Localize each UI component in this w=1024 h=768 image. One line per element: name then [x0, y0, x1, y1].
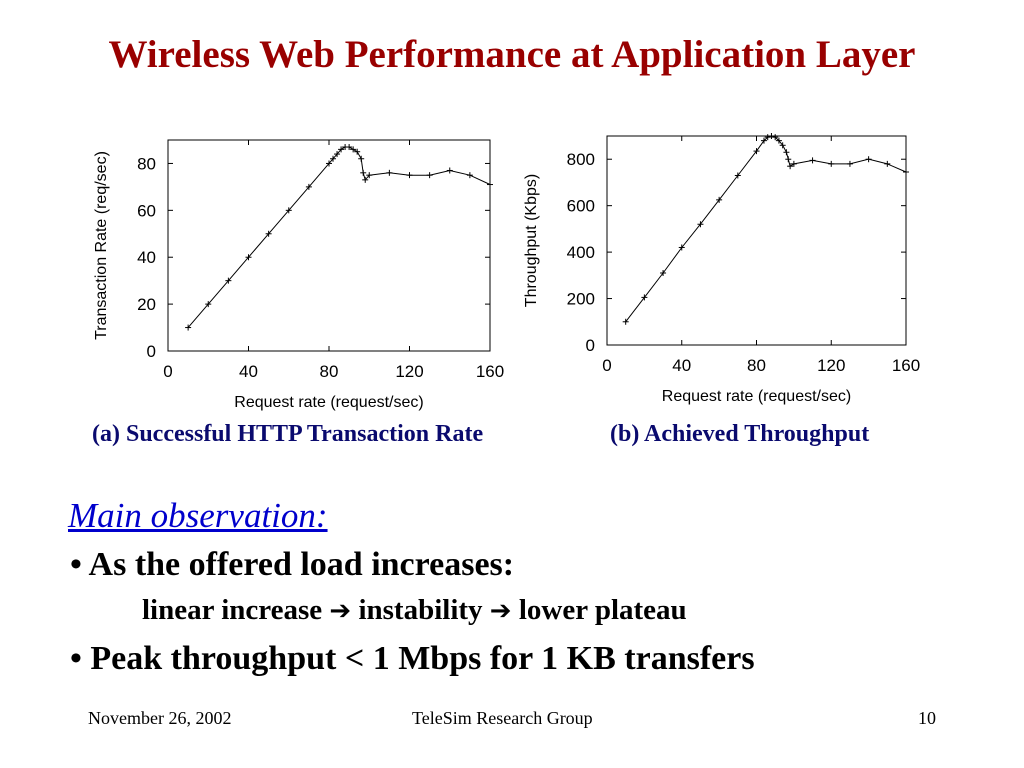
chart-b-y-tick-label: 200 — [567, 290, 595, 309]
footer-group: TeleSim Research Group — [412, 708, 593, 728]
chart-a-data-point — [326, 160, 332, 167]
chart-b-data-point — [641, 294, 648, 301]
chart-b-y-tick-label: 800 — [567, 150, 595, 169]
chart-b-data-point — [783, 149, 790, 156]
chart-b-data-point — [846, 160, 853, 167]
chart-a-y-tick-label: 80 — [137, 154, 156, 173]
arrow-right-icon: ➔ — [489, 596, 512, 626]
chart-b-data-point — [779, 142, 786, 149]
chart-b-plot-frame — [606, 135, 907, 346]
chart-a-data-point — [354, 148, 361, 155]
chart-a-plot-frame — [167, 139, 491, 352]
chart-a-data-point — [285, 207, 292, 214]
chart-a-data-point — [446, 167, 453, 174]
bullet-2-text: Peak throughput < 1 Mbps for 1 KB transf… — [90, 640, 755, 677]
chart-throughput: 0 40 80 120 160 0 200 400 600 800 Request rate (re… — [520, 118, 930, 418]
chart-a-data-point — [346, 144, 353, 151]
chart-b-data-point — [865, 156, 872, 163]
chart-a-data-point — [338, 146, 345, 153]
chart-b-data-point — [828, 160, 835, 167]
chart-a-data-point — [466, 172, 473, 179]
chart-b-caption: (b) Achieved Throughput — [610, 421, 870, 447]
chart-a-data-point — [265, 230, 272, 237]
chart-a-data-point — [245, 254, 252, 261]
chart-a-y-tick-label: 20 — [137, 295, 156, 314]
chart-b-y-axis-label: Throughput (Kbps) — [523, 174, 540, 307]
chart-b-data-point — [734, 172, 741, 179]
chart-b-data-point — [697, 221, 704, 228]
chart-b-data-point — [622, 318, 629, 325]
chart-a-data-point — [185, 324, 192, 331]
chart-a-data-point — [487, 181, 493, 188]
bullet-2: • Peak throughput < 1 Mbps for 1 KB tran… — [70, 640, 755, 678]
bullet-1-text: As the offered load increases: — [88, 546, 515, 583]
chart-b-data-point — [716, 196, 723, 203]
bullet-1: • As the offered load increases: — [70, 546, 514, 584]
chart-b-data-point — [787, 163, 794, 170]
slide-title: Wireless Web Performance at Application … — [108, 33, 916, 76]
chart-b-data-point — [768, 133, 775, 139]
chart-a-data-point — [426, 172, 433, 179]
chart-a-data-point — [334, 151, 341, 158]
chart-b-x-axis-label: Request rate (request/sec) — [662, 388, 851, 405]
chart-a-y-tick-label: 60 — [137, 201, 156, 220]
chart-b-data-point — [809, 157, 816, 164]
chart-b-data-point — [772, 134, 779, 141]
chart-b-y-tick-label: 400 — [567, 243, 595, 262]
chart-a-data-point — [225, 277, 232, 284]
chart-a-data-point — [406, 172, 413, 179]
chart-a-data-point — [205, 301, 212, 308]
stage-linear-increase: linear increase — [142, 594, 323, 626]
chart-a-data-point — [305, 183, 312, 190]
chart-b-series-line — [625, 135, 907, 323]
chart-a-x-axis-label: Request rate (request/sec) — [234, 394, 423, 411]
bullet-marker: • — [70, 546, 82, 583]
chart-b-data-point — [678, 244, 685, 251]
footer-page-number: 10 — [918, 708, 936, 728]
chart-a-data-point — [362, 176, 369, 183]
chart-a-x-tick-label: 80 — [320, 362, 339, 381]
chart-a-x-tick-label: 160 — [476, 362, 504, 381]
chart-a-data-point — [350, 146, 357, 153]
chart-transaction-rate: 0 40 80 120 160 0 20 40 60 80 Request rate (reques… — [88, 118, 508, 418]
chart-a-x-tick-label: 120 — [395, 362, 423, 381]
chart-b-data-point — [775, 137, 782, 144]
chart-b-data-point — [790, 160, 797, 167]
chart-b-data-point — [785, 156, 792, 163]
chart-a-x-tick-label: 0 — [163, 362, 172, 381]
chart-b-data-point — [884, 160, 891, 167]
chart-b-data-point — [753, 148, 760, 155]
stage-lower-plateau: lower plateau — [518, 594, 687, 626]
chart-b-x-tick-label: 120 — [817, 356, 845, 375]
chart-a-data-point — [366, 172, 373, 179]
chart-a-y-axis-label: Transaction Rate (req/sec) — [93, 151, 110, 340]
chart-a-y-tick-label: 40 — [137, 248, 156, 267]
load-progression: linear increase ➔ instability ➔ lower pl… — [142, 594, 687, 627]
chart-a-x-tick-label: 40 — [239, 362, 258, 381]
footer-date: November 26, 2002 — [88, 708, 232, 728]
chart-a-caption: (a) Successful HTTP Transaction Rate — [92, 421, 484, 447]
chart-b-data-point — [764, 134, 771, 141]
observation-heading: Main observation: — [68, 496, 328, 535]
bullet-marker: • — [70, 640, 82, 677]
chart-b-y-tick-label: 0 — [586, 336, 595, 355]
chart-b-x-tick-label: 0 — [602, 356, 611, 375]
stage-instability: instability — [358, 594, 483, 626]
chart-a-data-point — [358, 155, 365, 162]
chart-a-data-point — [360, 169, 367, 176]
chart-b-x-tick-label: 160 — [892, 356, 920, 375]
chart-b-y-tick-label: 600 — [567, 197, 595, 216]
chart-a-data-point — [330, 155, 337, 162]
chart-a-data-point — [386, 169, 393, 176]
chart-b-data-point — [903, 168, 909, 175]
chart-a-y-tick-label: 0 — [147, 342, 156, 361]
chart-a-svg: 0 40 80 120 160 0 20 40 60 80 Request rate (reques… — [93, 139, 504, 411]
chart-a-series-line — [187, 146, 491, 328]
chart-b-data-point — [660, 270, 667, 277]
chart-b-x-tick-label: 40 — [672, 356, 691, 375]
arrow-right-icon: ➔ — [329, 596, 352, 626]
chart-b-svg: 0 40 80 120 160 0 200 400 600 800 Request rate (re… — [523, 133, 920, 405]
chart-b-data-point — [760, 137, 767, 144]
chart-b-x-tick-label: 80 — [747, 356, 766, 375]
